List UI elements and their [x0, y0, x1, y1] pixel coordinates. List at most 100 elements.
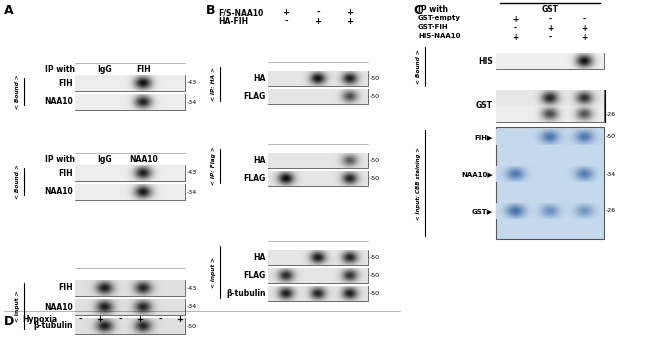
Text: NAA10: NAA10 — [44, 303, 73, 312]
Text: NAA10: NAA10 — [129, 155, 157, 164]
Text: +: + — [136, 315, 144, 324]
Text: -34: -34 — [187, 305, 197, 309]
Text: -50: -50 — [370, 291, 380, 296]
Bar — [75, 299, 185, 315]
Text: B: B — [206, 4, 216, 17]
Text: HIS-NAA10: HIS-NAA10 — [418, 33, 460, 39]
Text: FIH: FIH — [58, 168, 73, 177]
Text: FIH: FIH — [136, 65, 151, 74]
Text: -: - — [78, 315, 82, 324]
Text: < IP: Flag >: < IP: Flag > — [211, 147, 216, 185]
Text: IP with: IP with — [45, 155, 75, 164]
Text: < IP: HA >: < IP: HA > — [211, 67, 216, 101]
Bar — [75, 165, 185, 181]
Text: -: - — [158, 315, 162, 324]
Text: -26: -26 — [606, 111, 616, 117]
Text: +: + — [315, 17, 322, 26]
Bar — [268, 268, 368, 283]
Text: GST: GST — [476, 101, 493, 110]
Bar — [496, 53, 604, 69]
Text: β-tubulin: β-tubulin — [226, 289, 266, 298]
Bar — [496, 129, 604, 145]
Text: NAA10: NAA10 — [44, 98, 73, 107]
Text: D: D — [4, 315, 14, 328]
Text: A: A — [4, 4, 14, 17]
Text: +: + — [283, 8, 289, 17]
Text: HA: HA — [254, 253, 266, 262]
Text: -34: -34 — [187, 189, 197, 195]
Text: +: + — [582, 33, 588, 42]
Bar — [268, 250, 368, 265]
Bar — [75, 75, 185, 91]
Text: -: - — [284, 17, 288, 26]
Text: < Bound >: < Bound > — [416, 49, 421, 84]
Text: GST-FIH: GST-FIH — [418, 24, 448, 30]
Text: HIS: HIS — [478, 57, 493, 66]
Text: < Bound >: < Bound > — [15, 74, 20, 109]
Text: +: + — [177, 315, 183, 324]
Text: +: + — [547, 24, 553, 33]
Text: FLAG: FLAG — [244, 174, 266, 183]
Bar — [75, 318, 185, 334]
Bar — [496, 203, 604, 219]
Text: -34: -34 — [606, 171, 616, 177]
Text: IgG: IgG — [98, 155, 112, 164]
Text: < input >: < input > — [211, 256, 216, 287]
Text: HA-FIH: HA-FIH — [218, 17, 248, 26]
Text: +: + — [582, 24, 588, 33]
Text: FIH: FIH — [58, 284, 73, 293]
Text: +: + — [96, 315, 103, 324]
Bar — [268, 71, 368, 86]
Text: -34: -34 — [187, 99, 197, 105]
Text: < Bound >: < Bound > — [15, 164, 20, 199]
Text: -50: -50 — [370, 255, 380, 260]
Text: IP with: IP with — [418, 5, 448, 14]
Text: < Input; CBB staining >: < Input; CBB staining > — [416, 147, 421, 219]
Text: -: - — [549, 33, 552, 42]
Text: -50: -50 — [187, 324, 197, 328]
Bar — [496, 90, 604, 106]
Text: -50: -50 — [606, 135, 616, 139]
Text: +: + — [346, 17, 354, 26]
Text: IP with: IP with — [45, 65, 75, 74]
Text: FIH▶: FIH▶ — [474, 134, 493, 140]
Text: C: C — [413, 4, 422, 17]
Text: -: - — [583, 15, 586, 24]
Bar — [268, 153, 368, 168]
Bar — [75, 94, 185, 110]
Bar — [268, 89, 368, 104]
Text: Hypoxia: Hypoxia — [22, 315, 57, 324]
Text: -43: -43 — [187, 170, 197, 176]
Text: -43: -43 — [187, 286, 197, 290]
Text: IgG: IgG — [98, 65, 112, 74]
Text: -50: -50 — [370, 158, 380, 163]
Text: +: + — [512, 33, 519, 42]
Bar — [496, 166, 604, 182]
Text: +: + — [346, 8, 354, 17]
Text: FLAG: FLAG — [244, 92, 266, 101]
Text: -50: -50 — [370, 273, 380, 278]
Bar — [75, 280, 185, 296]
Text: -50: -50 — [370, 94, 380, 99]
Text: FIH: FIH — [58, 79, 73, 88]
Text: -43: -43 — [187, 80, 197, 86]
Text: -: - — [549, 15, 552, 24]
Bar — [496, 127, 604, 239]
Text: NAA10▶: NAA10▶ — [462, 171, 493, 177]
Text: -26: -26 — [606, 208, 616, 214]
Text: FLAG: FLAG — [244, 271, 266, 280]
Bar — [268, 286, 368, 301]
Text: -50: -50 — [370, 176, 380, 181]
Text: F/S-NAA10: F/S-NAA10 — [218, 8, 263, 17]
Bar — [496, 106, 604, 122]
Bar — [268, 171, 368, 186]
Text: NAA10: NAA10 — [44, 187, 73, 197]
Text: +: + — [512, 15, 519, 24]
Text: < Input >: < Input > — [15, 290, 20, 322]
Text: GST-empty: GST-empty — [418, 15, 461, 21]
Text: -: - — [514, 24, 517, 33]
Text: β-tubulin: β-tubulin — [34, 322, 73, 331]
Text: -: - — [316, 8, 320, 17]
Bar — [75, 184, 185, 200]
Text: HA: HA — [254, 156, 266, 165]
